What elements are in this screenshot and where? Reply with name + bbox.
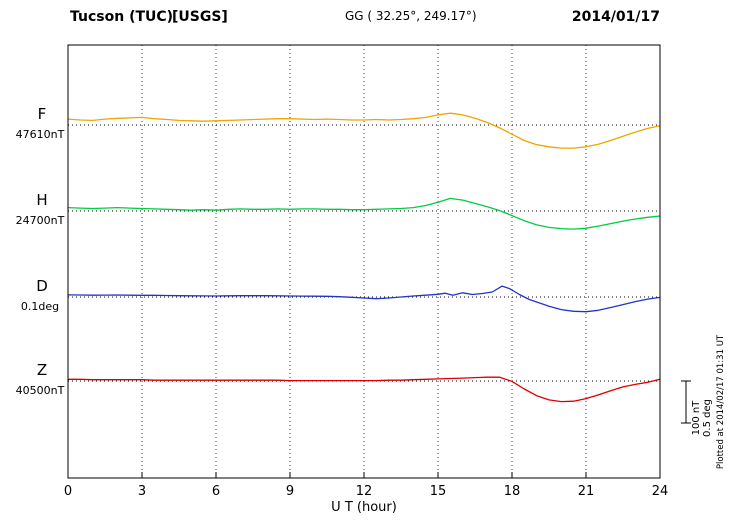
x-tick-label-12: 12 (356, 484, 373, 499)
geographic-coords: GG ( 32.25°, 249.17°) (345, 9, 477, 23)
trace-H (67, 197, 661, 230)
trace-F (67, 112, 661, 149)
series-letter-Z: Z (37, 361, 47, 379)
agency-label: [USGS] (172, 9, 228, 25)
series-unit-H: 24700nT (16, 214, 65, 227)
x-tick-label-9: 9 (286, 484, 294, 499)
series-letter-F: F (38, 105, 47, 123)
station-title: Tucson (TUC) (70, 9, 173, 25)
series-letter-H: H (36, 191, 47, 209)
x-tick-label-24: 24 (652, 484, 669, 499)
x-tick-label-0: 0 (64, 484, 72, 499)
trace-D (67, 285, 661, 313)
plot-frame (67, 44, 661, 479)
x-tick-label-18: 18 (504, 484, 521, 499)
series-letter-D: D (36, 277, 48, 295)
scale-bar: 100 nT 0.5 deg (681, 380, 713, 437)
series-unit-D: 0.1deg (21, 300, 59, 313)
plotted-at-note: Plotted at 2014/02/17 01:31 UT (716, 334, 726, 469)
scale-bar-deg-label: 0.5 deg (702, 399, 713, 437)
plot-date: 2014/01/17 (572, 9, 660, 25)
x-axis-title: U T (hour) (331, 500, 397, 515)
series-unit-F: 47610nT (16, 128, 65, 141)
series-unit-Z: 40500nT (16, 384, 65, 397)
x-tick-label-15: 15 (430, 484, 447, 499)
x-tick-label-21: 21 (578, 484, 595, 499)
x-tick-label-6: 6 (212, 484, 220, 499)
x-tick-label-3: 3 (138, 484, 146, 499)
scale-bar-nt-label: 100 nT (691, 400, 702, 436)
trace-Z (67, 376, 661, 403)
